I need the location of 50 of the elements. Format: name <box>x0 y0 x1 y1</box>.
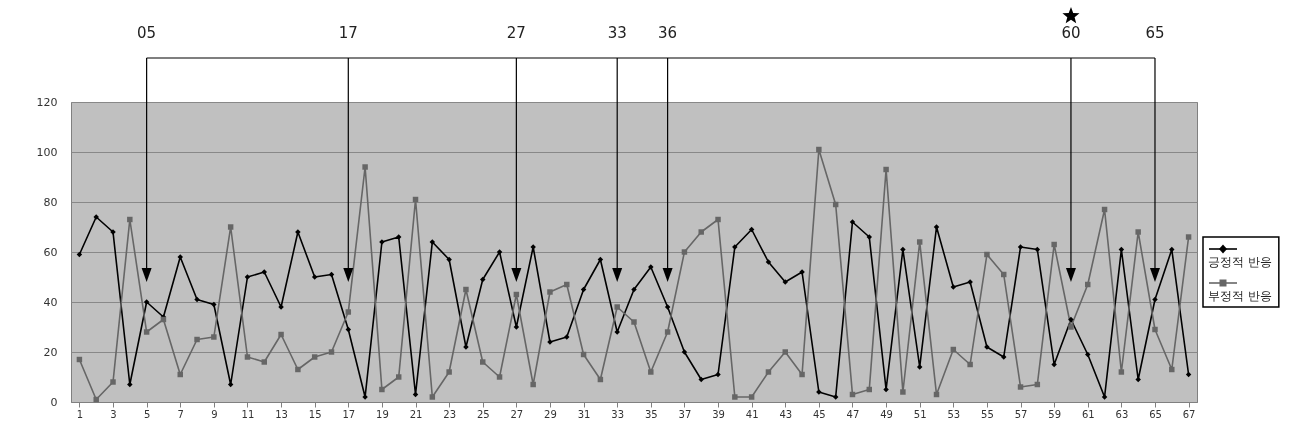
x-tick-label: 59 <box>1048 408 1062 420</box>
x-tick-label: 13 <box>275 408 288 420</box>
ref-line-label: 17 <box>338 24 358 42</box>
x-tick-label: 27 <box>510 408 524 420</box>
x-tick-label: 43 <box>779 408 793 420</box>
y-tick-label: 60 <box>43 245 58 259</box>
x-tick-label: 47 <box>846 408 860 420</box>
x-tick-label: 35 <box>644 408 658 420</box>
x-tick-label: 33 <box>611 408 625 420</box>
x-tick-label: 51 <box>913 408 927 420</box>
x-tick-label: 11 <box>241 408 255 420</box>
x-tick-label: 67 <box>1182 408 1196 420</box>
x-tick-label: 61 <box>1081 408 1095 420</box>
x-tick-label: 3 <box>110 408 117 420</box>
x-tick-label: 65 <box>1149 408 1162 420</box>
ref-line-label: 33 <box>607 24 627 42</box>
x-tick-label: 37 <box>678 408 692 420</box>
y-tick-label: 80 <box>43 195 58 209</box>
x-tick-label: 53 <box>947 408 961 420</box>
x-tick-label: 41 <box>745 408 759 420</box>
y-tick-label: 100 <box>36 145 58 159</box>
x-tick-label: 31 <box>577 408 591 420</box>
x-tick-label: 17 <box>342 408 356 420</box>
legend-label: 긍정적 반응 <box>1208 255 1272 269</box>
y-tick-label: 120 <box>36 95 58 109</box>
y-tick-label: 40 <box>43 295 58 309</box>
ref-line-label: 27 <box>506 24 526 42</box>
x-tick-label: 29 <box>544 408 557 420</box>
x-tick-label: 55 <box>981 408 994 420</box>
x-tick-label: 9 <box>211 408 218 420</box>
y-tick-label: 0 <box>50 395 58 409</box>
x-tick-label: 21 <box>409 408 423 420</box>
x-tick-label: 49 <box>880 408 893 420</box>
x-tick-label: 15 <box>308 408 322 420</box>
x-tick-label: 23 <box>443 408 456 420</box>
x-tick-label: 25 <box>476 408 490 420</box>
ref-line-label: 60 <box>1061 24 1081 42</box>
x-tick-label: 7 <box>177 408 184 420</box>
ref-line-label: 36 <box>658 24 678 42</box>
x-tick-label: 1 <box>76 408 84 420</box>
y-tick-label: 20 <box>43 345 58 359</box>
x-tick-label: 39 <box>712 408 725 420</box>
x-tick-label: 5 <box>143 408 151 420</box>
ref-line-label: 65 <box>1145 24 1165 42</box>
ref-line-label: 05 <box>137 24 157 42</box>
x-tick-label: 45 <box>813 408 826 420</box>
x-tick-label: 63 <box>1115 408 1129 420</box>
x-tick-label: 57 <box>1014 408 1028 420</box>
legend-label: 부정적 반응 <box>1208 289 1272 303</box>
x-tick-label: 19 <box>376 408 389 420</box>
